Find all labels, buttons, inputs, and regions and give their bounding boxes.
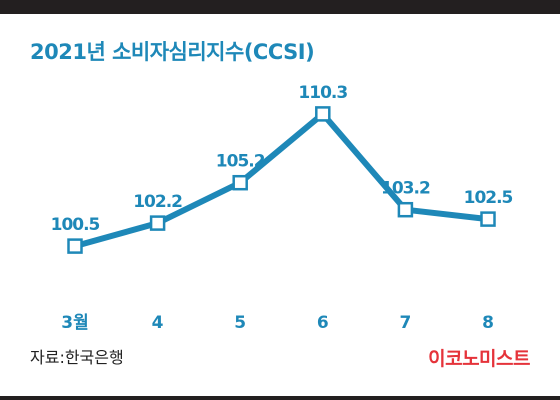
data-value-label: 105.2 xyxy=(216,152,265,172)
data-point-marker xyxy=(397,201,414,218)
value-labels: 100.5 102.2 105.2 110.3 103.2 102.5 xyxy=(51,83,514,235)
source-note: 자료:한국은행 xyxy=(30,348,124,367)
x-tick-label: 3월 xyxy=(61,313,88,333)
data-point-marker xyxy=(315,106,331,122)
x-tick-label: 4 xyxy=(152,313,164,333)
bottom-border-bar xyxy=(0,396,560,400)
series-line xyxy=(72,110,491,250)
data-value-label: 110.3 xyxy=(298,83,347,103)
x-tick-label: 7 xyxy=(399,313,411,333)
publisher-logo: 이코노미스트 xyxy=(428,348,530,370)
data-value-label: 102.5 xyxy=(464,188,513,208)
series-lines xyxy=(72,110,491,250)
x-axis-tick-labels: 3월 4 5 6 7 8 xyxy=(61,313,494,333)
data-value-label: 103.2 xyxy=(381,179,430,199)
data-point-marker xyxy=(232,174,248,191)
data-point-marker xyxy=(149,215,166,231)
x-tick-label: 6 xyxy=(317,313,329,333)
chart-title: 2021년 소비자심리지수(CCSI) xyxy=(30,40,315,64)
x-tick-label: 8 xyxy=(482,313,494,333)
series-markers xyxy=(67,106,496,254)
data-point-marker xyxy=(480,211,496,227)
data-point-marker xyxy=(67,238,83,254)
x-tick-label: 5 xyxy=(234,313,246,333)
top-border-bar xyxy=(0,0,560,14)
data-value-label: 102.2 xyxy=(133,192,182,212)
data-value-label: 100.5 xyxy=(51,215,100,235)
